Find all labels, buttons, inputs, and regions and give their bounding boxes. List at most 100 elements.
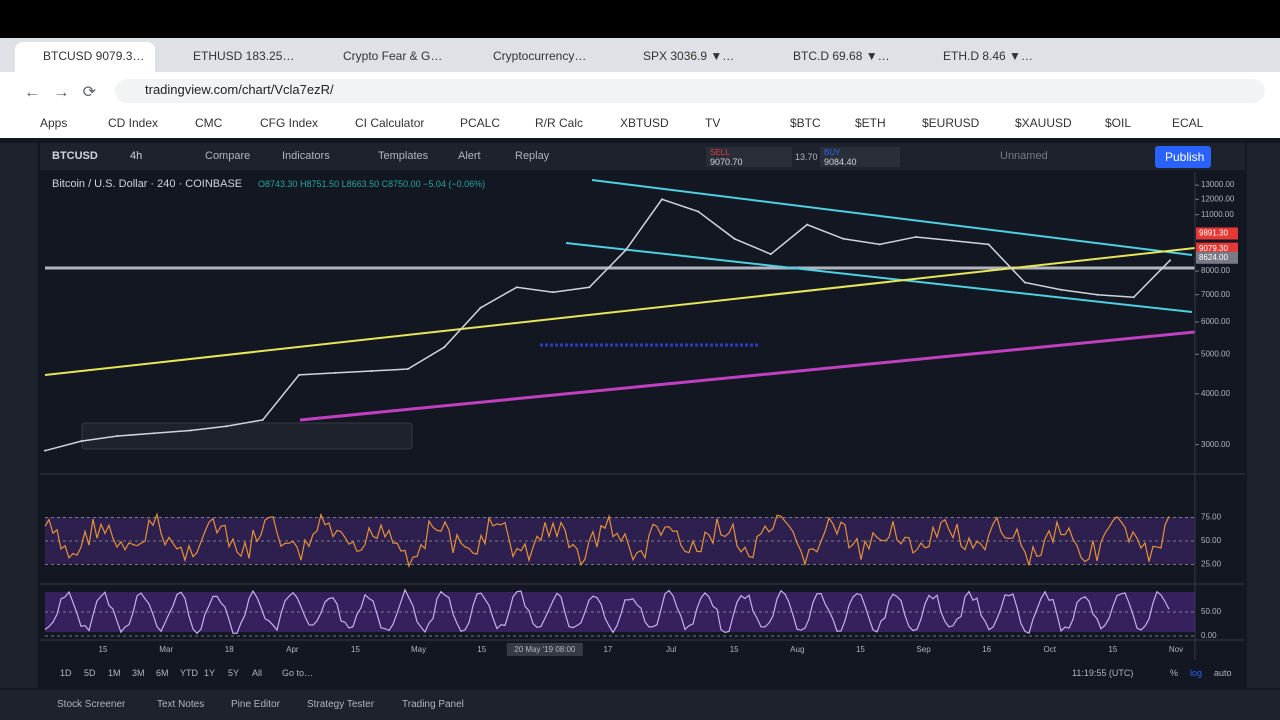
toolbar-item[interactable]: Alert xyxy=(458,150,481,162)
bookmark[interactable]: $BTC xyxy=(790,116,821,130)
tab[interactable]: ETH.D 8.46 ▼… xyxy=(943,49,1033,63)
y-tick-label: 6000.00 xyxy=(1201,317,1230,326)
price-line xyxy=(44,198,1171,452)
price-point xyxy=(842,237,845,240)
range-button[interactable]: 1D xyxy=(60,668,72,678)
range-button[interactable]: 6M xyxy=(156,668,169,678)
sell-box[interactable] xyxy=(706,147,792,167)
bookmark[interactable]: TV xyxy=(705,116,721,130)
tab-bar xyxy=(0,38,1280,72)
interval[interactable]: 4h xyxy=(130,150,143,162)
symbol[interactable]: BTCUSD xyxy=(52,150,98,162)
nav-buttons[interactable]: ← → ⟳ xyxy=(24,84,97,101)
range-button[interactable]: 1M xyxy=(108,668,121,678)
bookmark[interactable]: CD Index xyxy=(108,116,159,130)
publish-label[interactable]: Publish xyxy=(1165,150,1205,164)
tab[interactable]: ETHUSD 183.25… xyxy=(193,49,295,63)
toolbar-item[interactable]: Indicators xyxy=(282,150,330,162)
range-button[interactable]: 5Y xyxy=(228,668,240,678)
panel-tab[interactable]: Trading Panel xyxy=(402,699,464,710)
trend-line xyxy=(299,330,1196,422)
y-tick-label: 13000.00 xyxy=(1201,180,1235,189)
panel-tab[interactable]: Strategy Tester xyxy=(307,699,375,710)
y-tick-label: 4000.00 xyxy=(1201,389,1230,398)
bookmark[interactable]: CMC xyxy=(195,116,223,130)
price-point xyxy=(697,210,700,213)
tab[interactable]: Cryptocurrency… xyxy=(493,49,587,63)
spread: 13.70 xyxy=(795,152,818,162)
goto[interactable]: Go to… xyxy=(282,668,314,678)
range-button[interactable]: 3M xyxy=(132,668,145,678)
address-bar[interactable] xyxy=(115,79,1265,103)
tab[interactable]: SPX 3036.9 ▼… xyxy=(643,49,735,63)
bookmark[interactable]: PCALC xyxy=(460,116,501,130)
clock: 11:19:55 (UTC) xyxy=(1072,668,1134,678)
price-point xyxy=(1060,288,1063,291)
tab[interactable]: BTC.D 69.68 ▼… xyxy=(793,49,890,63)
publish-button[interactable] xyxy=(1155,146,1211,168)
y-tick-label: 7000.00 xyxy=(1201,290,1230,299)
buy-box[interactable] xyxy=(820,147,900,167)
tab[interactable]: Crypto Fear & G… xyxy=(343,49,443,63)
price-point xyxy=(914,235,917,238)
tab[interactable]: BTCUSD 9079.3… xyxy=(15,42,155,72)
x-tick-label: 20 May '19 08:00 xyxy=(514,645,576,654)
price-tag-label: 8624.00 xyxy=(1199,253,1228,262)
price-point xyxy=(334,371,337,374)
percent-toggle[interactable]: % xyxy=(1170,668,1179,678)
price-point xyxy=(261,418,264,421)
range-button[interactable]: 5D xyxy=(84,668,96,678)
price-point xyxy=(225,425,228,428)
trend-line xyxy=(565,242,1193,313)
y-tick-label: 11000.00 xyxy=(1201,210,1234,219)
toolbar-item[interactable]: Replay xyxy=(515,150,550,162)
bookmark[interactable]: XBTUSD xyxy=(620,116,669,130)
price-point xyxy=(370,369,373,372)
price-point xyxy=(1023,281,1026,284)
layout-name[interactable]: Unnamed xyxy=(1000,150,1048,162)
bookmark[interactable]: CFG Index xyxy=(260,116,319,130)
toolbar-item[interactable]: Templates xyxy=(378,150,429,162)
price-point xyxy=(443,346,446,349)
bookmark[interactable]: $ETH xyxy=(855,116,886,130)
price-point xyxy=(189,429,192,432)
rsi-line xyxy=(44,512,1170,569)
x-tick-label: 15 xyxy=(99,645,108,654)
bookmark[interactable]: $OIL xyxy=(1105,116,1132,130)
bookmark[interactable]: $XAUUSD xyxy=(1015,116,1072,130)
price-point xyxy=(44,449,46,452)
bookmark[interactable]: Apps xyxy=(40,116,68,130)
bookmark[interactable]: CI Calculator xyxy=(355,116,425,130)
auto-toggle[interactable]: auto xyxy=(1214,668,1232,678)
range-button[interactable]: All xyxy=(252,668,263,678)
x-tick-label: 15 xyxy=(730,645,739,654)
x-tick-label: 16 xyxy=(982,645,991,654)
url[interactable]: tradingview.com/chart/Vcla7ezR/ xyxy=(145,82,334,97)
level-label: 50.00 xyxy=(1201,536,1222,545)
panel-tab[interactable]: Stock Screener xyxy=(57,699,126,710)
price-point xyxy=(479,306,482,309)
price-point xyxy=(552,291,555,294)
bookmark[interactable]: ECAL xyxy=(1172,116,1204,130)
price-point xyxy=(878,243,881,246)
bookmark[interactable]: $EURUSD xyxy=(922,116,980,130)
price-point xyxy=(298,373,301,376)
log-toggle[interactable]: log xyxy=(1190,668,1203,678)
buy-label: BUY xyxy=(824,148,841,157)
drawing-toolbar[interactable] xyxy=(81,422,413,450)
range-button[interactable]: YTD xyxy=(180,668,198,678)
bookmark[interactable]: R/R Calc xyxy=(535,116,584,130)
price-point xyxy=(987,243,990,246)
ohlc: O8743.30 H8751.50 L8663.50 C8750.00 −5.0… xyxy=(258,179,486,189)
price-point xyxy=(1132,296,1135,299)
right-toolbar xyxy=(1247,143,1280,688)
panel-tab[interactable]: Text Notes xyxy=(157,699,205,710)
price-point xyxy=(588,286,591,289)
trend-line xyxy=(591,179,1193,256)
toolbar-item[interactable]: Compare xyxy=(205,150,251,162)
price-point xyxy=(1169,259,1171,262)
panel-tab[interactable]: Pine Editor xyxy=(231,699,280,710)
x-tick-label: Mar xyxy=(159,645,173,654)
range-button[interactable]: 1Y xyxy=(204,668,216,678)
price-point xyxy=(152,432,155,435)
